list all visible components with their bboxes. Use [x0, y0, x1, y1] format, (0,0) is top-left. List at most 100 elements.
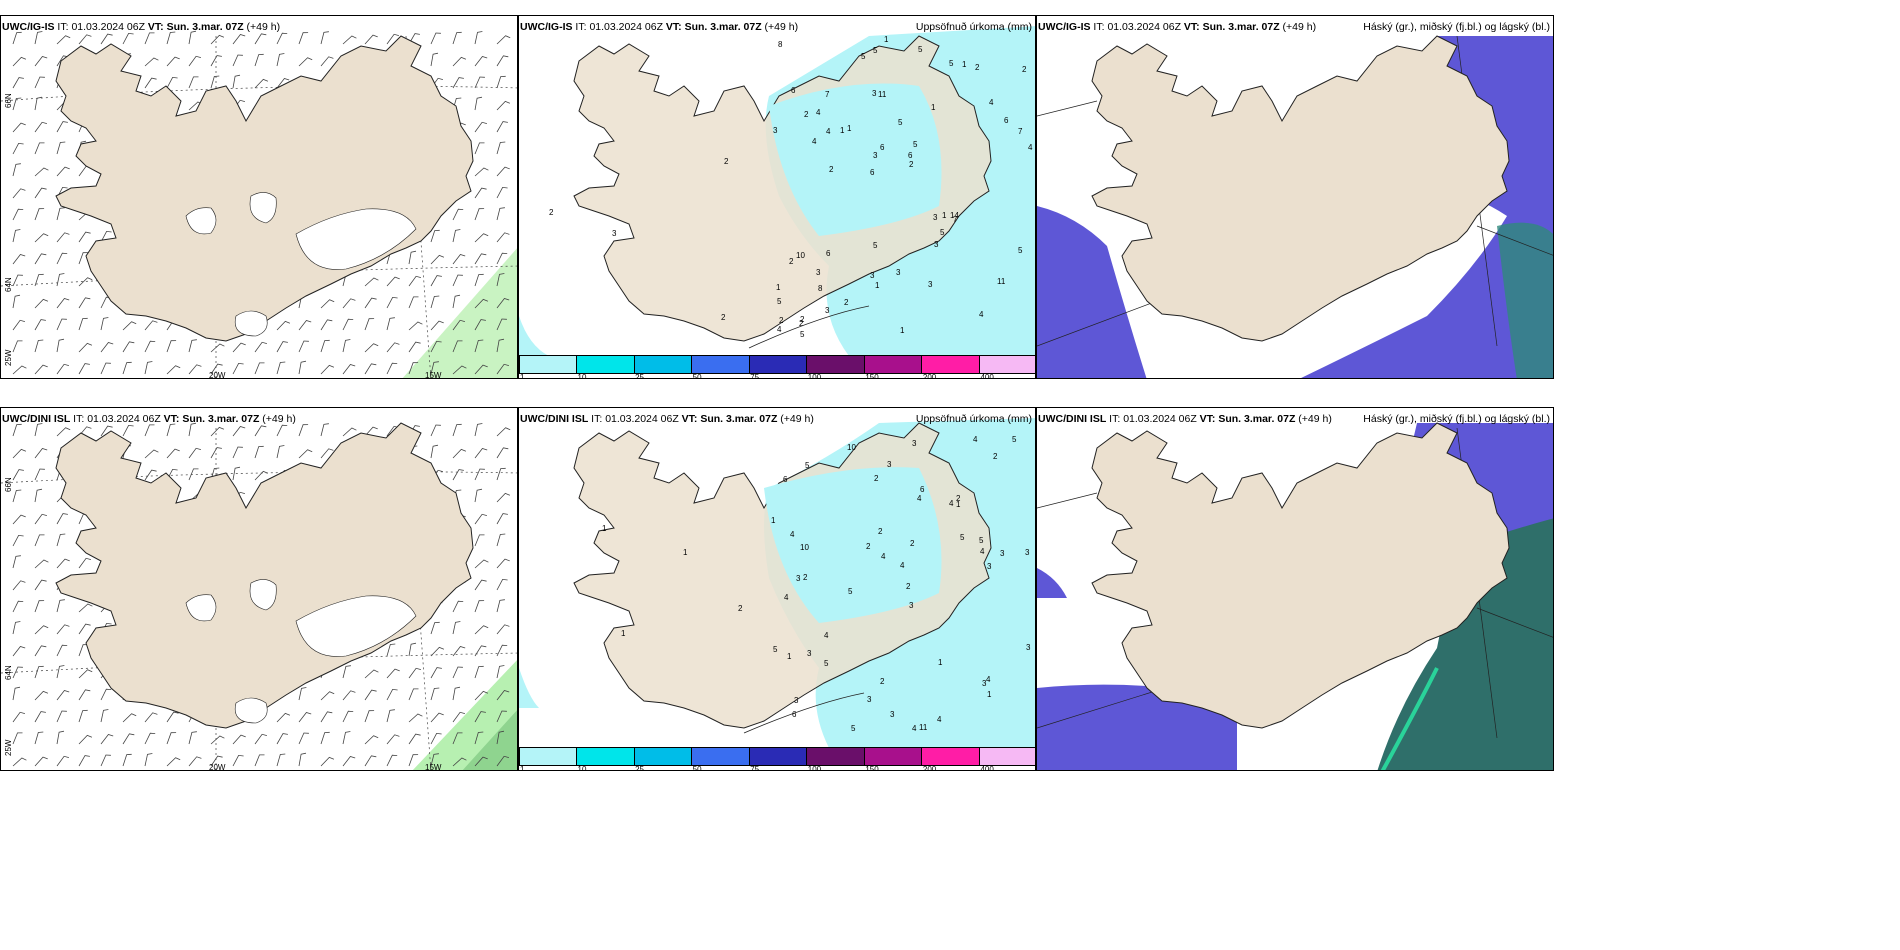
precip-value-label: 6 — [870, 168, 875, 177]
precip-title: Uppsöfnuð úrkoma (mm) — [915, 413, 1032, 425]
wind-barb — [408, 642, 417, 657]
precip-value-label: 6 — [908, 151, 913, 160]
iceland-landmass — [55, 35, 474, 342]
panel-title: UWC/DINI ISL IT: 01.03.2024 06Z VT: Sun.… — [1038, 413, 1332, 425]
wind-barb — [78, 709, 88, 723]
precip-value-label: 2 — [956, 494, 961, 503]
vt-label: VT: Sun. 3.mar. 07Z — [681, 413, 778, 425]
wind-barb — [474, 711, 486, 723]
wind-barb — [320, 299, 335, 309]
wind-barb — [496, 492, 511, 503]
precip-value-label: 1 — [900, 326, 905, 335]
it-value: 01.03.2024 06Z — [87, 413, 161, 425]
colorbar-tick: 10 — [577, 373, 587, 379]
it-label: IT: — [1109, 413, 1121, 425]
wind-barb — [496, 755, 510, 767]
wind-barb — [496, 55, 509, 67]
colorbar-swatch — [864, 356, 923, 373]
wind-barb — [210, 34, 225, 45]
vt-label: VT: Sun. 3.mar. 07Z — [1183, 21, 1280, 33]
wind-barb — [56, 207, 65, 221]
wind-barb — [474, 534, 485, 547]
colorbar-tick: 1 — [520, 765, 525, 771]
wind-barb — [56, 513, 68, 525]
wind-barb — [78, 755, 90, 767]
wind-barb — [188, 468, 199, 481]
precip-value-label: 5 — [913, 140, 918, 149]
precip-colorbar — [519, 355, 1035, 374]
precip-value-label: 3 — [773, 126, 778, 135]
wind-barb — [100, 317, 109, 331]
colorbar-swatch — [577, 356, 635, 373]
wind-barb — [386, 33, 400, 45]
wind-barb — [34, 559, 49, 569]
wind-barb — [34, 513, 48, 525]
wind-barb — [430, 424, 441, 437]
precip-value-label: 2 — [906, 582, 911, 591]
wind-barb — [430, 687, 440, 701]
wind-barb — [78, 623, 91, 635]
wind-barb — [56, 298, 70, 309]
wind-barb — [12, 489, 22, 503]
wind-barb — [298, 732, 309, 745]
cloud-mid-area — [1377, 518, 1553, 770]
wind-barb — [342, 339, 351, 353]
wind-barb — [78, 277, 93, 287]
precip-value-label: 5 — [949, 59, 954, 68]
wind-barb — [298, 712, 312, 723]
colorbar-swatch — [520, 356, 578, 373]
wind-barb — [298, 360, 307, 375]
colorbar-swatch — [520, 748, 578, 765]
colorbar-tick: 400 — [980, 765, 994, 771]
wind-barb — [496, 644, 508, 657]
wind-barb — [34, 298, 49, 309]
wind-barb — [34, 167, 49, 177]
wind-barb — [430, 361, 439, 375]
it-value: 01.03.2024 06Z — [1107, 21, 1181, 33]
precip-value-label: 3 — [934, 240, 939, 249]
wind-barb — [452, 319, 466, 331]
precip-value-label: 3 — [1026, 643, 1031, 652]
wind-barb — [298, 752, 307, 767]
iceland-cloud-map — [1037, 422, 1553, 770]
precip-value-label: 4 — [812, 137, 817, 146]
wind-barb — [430, 444, 439, 459]
precip-value-label: 3 — [896, 268, 901, 277]
colorbar-tick: 50 — [692, 373, 702, 379]
precip-value-label: 14 — [950, 211, 959, 220]
precip-value-label: 4 — [824, 631, 829, 640]
wind-barb — [56, 665, 65, 679]
wind-barb — [34, 56, 48, 67]
wind-barb — [56, 338, 65, 353]
precip-value-label: 5 — [873, 46, 878, 55]
wind-barb — [56, 363, 70, 375]
wind-barb — [452, 294, 461, 309]
panel-title: UWC/IG-IS IT: 01.03.2024 06Z VT: Sun. 3.… — [2, 21, 280, 33]
wind-barb — [276, 320, 291, 331]
precip-value-label: 4 — [900, 561, 905, 570]
iceland-wind-map — [1, 422, 517, 770]
wind-barb — [100, 734, 114, 745]
wind-barb — [408, 754, 419, 767]
wind-barb — [144, 320, 158, 331]
wind-barb — [452, 229, 461, 243]
wind-barb — [364, 318, 375, 331]
precip-value-label: 3 — [909, 601, 914, 610]
precip-value-label: 11 — [878, 90, 887, 99]
wind-barb — [210, 55, 222, 67]
wind-barb — [342, 364, 356, 375]
wind-barb — [12, 294, 21, 309]
wind-barb — [496, 427, 511, 437]
precip-value-label: 4 — [826, 127, 831, 136]
wind-barb — [386, 754, 398, 767]
wind-barb — [12, 448, 27, 459]
wind-barb — [144, 424, 155, 437]
wind-barb — [452, 208, 464, 221]
wind-barb — [342, 665, 351, 679]
precip-value-label: 4 — [790, 530, 795, 539]
colorbar-tick: 400 — [980, 373, 994, 379]
wind-barb — [474, 121, 488, 133]
colorbar-swatch — [922, 748, 980, 765]
precip-value-label: 1 — [621, 629, 626, 638]
precip-value-label: 4 — [784, 593, 789, 602]
